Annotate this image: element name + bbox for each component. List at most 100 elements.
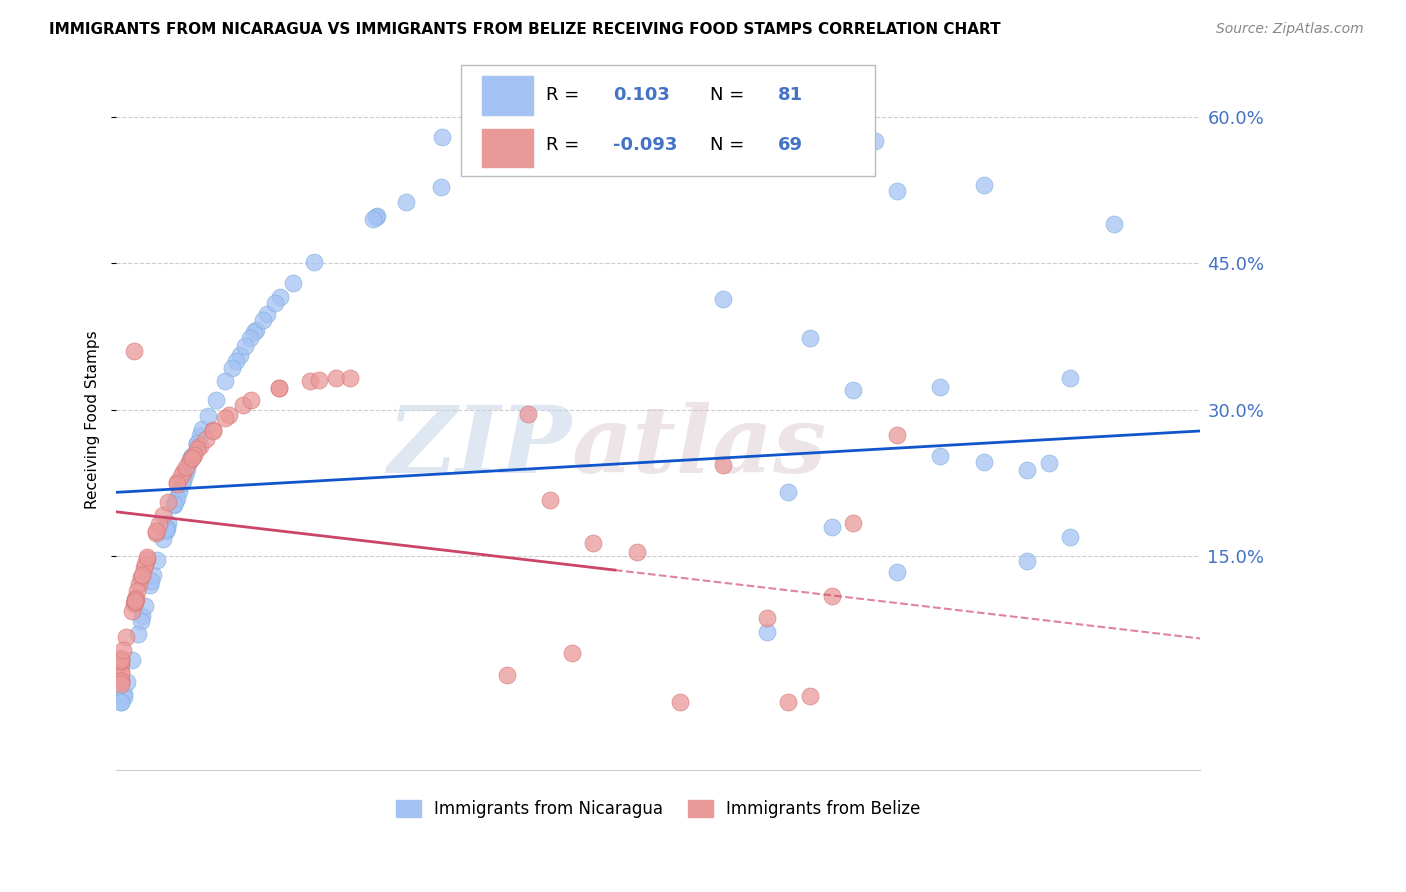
Point: [152, 532, 174, 546]
Point: [115, 675, 138, 690]
Text: R =: R =: [546, 136, 579, 154]
Point: [110, 657, 132, 671]
Point: [127, 627, 149, 641]
Point: [148, 517, 170, 532]
Text: 81: 81: [778, 87, 803, 104]
Point: [110, 695, 132, 709]
Point: [166, 476, 188, 491]
Point: [929, 450, 952, 464]
Point: [201, 424, 224, 438]
Point: [172, 465, 194, 479]
Point: [174, 460, 197, 475]
Point: [778, 485, 800, 500]
Point: [110, 665, 132, 680]
Point: [155, 522, 177, 536]
Point: [561, 646, 583, 660]
Bar: [482, 77, 533, 114]
Point: [156, 521, 179, 535]
Point: [142, 567, 165, 582]
Point: [110, 673, 132, 688]
Point: [139, 578, 162, 592]
Point: [112, 690, 135, 704]
Point: [243, 325, 266, 339]
Point: [269, 290, 291, 304]
Point: [298, 374, 321, 388]
Point: [186, 436, 208, 450]
Point: [778, 695, 800, 709]
Point: [626, 545, 648, 559]
Point: [519, 155, 541, 169]
Point: [121, 604, 143, 618]
Point: [799, 330, 821, 344]
Point: [186, 436, 208, 450]
Point: [128, 577, 150, 591]
Point: [339, 370, 361, 384]
Point: [799, 689, 821, 703]
Point: [973, 455, 995, 469]
Point: [188, 439, 211, 453]
Point: [245, 323, 267, 337]
Point: [538, 492, 561, 507]
Point: [146, 553, 169, 567]
Point: [127, 584, 149, 599]
Bar: [482, 128, 533, 167]
Point: [197, 409, 219, 423]
Point: [124, 591, 146, 605]
Point: [132, 560, 155, 574]
Point: [194, 432, 217, 446]
Point: [711, 292, 734, 306]
Point: [669, 151, 692, 165]
Point: [214, 411, 236, 425]
Text: ZIP: ZIP: [387, 402, 572, 492]
Text: N =: N =: [710, 136, 744, 154]
Text: R =: R =: [546, 87, 579, 104]
Point: [129, 570, 152, 584]
Point: [110, 654, 132, 668]
Point: [141, 574, 163, 589]
FancyBboxPatch shape: [461, 65, 875, 176]
Point: [863, 135, 886, 149]
Point: [134, 599, 156, 614]
Point: [122, 597, 145, 611]
Point: [124, 595, 146, 609]
Point: [156, 495, 179, 509]
Legend: Immigrants from Nicaragua, Immigrants from Belize: Immigrants from Nicaragua, Immigrants fr…: [389, 793, 928, 825]
Point: [163, 498, 186, 512]
Point: [395, 194, 418, 209]
Point: [136, 550, 159, 565]
Point: [167, 484, 190, 499]
Point: [235, 338, 257, 352]
Point: [110, 665, 132, 679]
Point: [517, 407, 540, 421]
Point: [179, 455, 201, 469]
Point: [302, 255, 325, 269]
Point: [166, 491, 188, 505]
Point: [232, 398, 254, 412]
Point: [366, 210, 388, 224]
Point: [188, 428, 211, 442]
Point: [110, 695, 132, 709]
Point: [122, 344, 145, 359]
Point: [180, 449, 202, 463]
Point: [163, 497, 186, 511]
Point: [269, 381, 291, 395]
Point: [124, 591, 146, 606]
Point: [495, 668, 517, 682]
Point: [176, 462, 198, 476]
Point: [115, 630, 138, 644]
Point: [239, 393, 262, 408]
Point: [186, 442, 208, 457]
Point: [110, 651, 132, 665]
Point: [221, 360, 243, 375]
Point: [166, 475, 188, 490]
Text: 69: 69: [778, 136, 803, 154]
Point: [842, 516, 865, 530]
Point: [152, 508, 174, 522]
Point: [361, 211, 384, 226]
Point: [135, 552, 157, 566]
Point: [112, 687, 135, 701]
Text: 0.103: 0.103: [613, 87, 669, 104]
Y-axis label: Receiving Food Stamps: Receiving Food Stamps: [86, 330, 100, 508]
Point: [225, 354, 247, 368]
Point: [430, 180, 453, 194]
